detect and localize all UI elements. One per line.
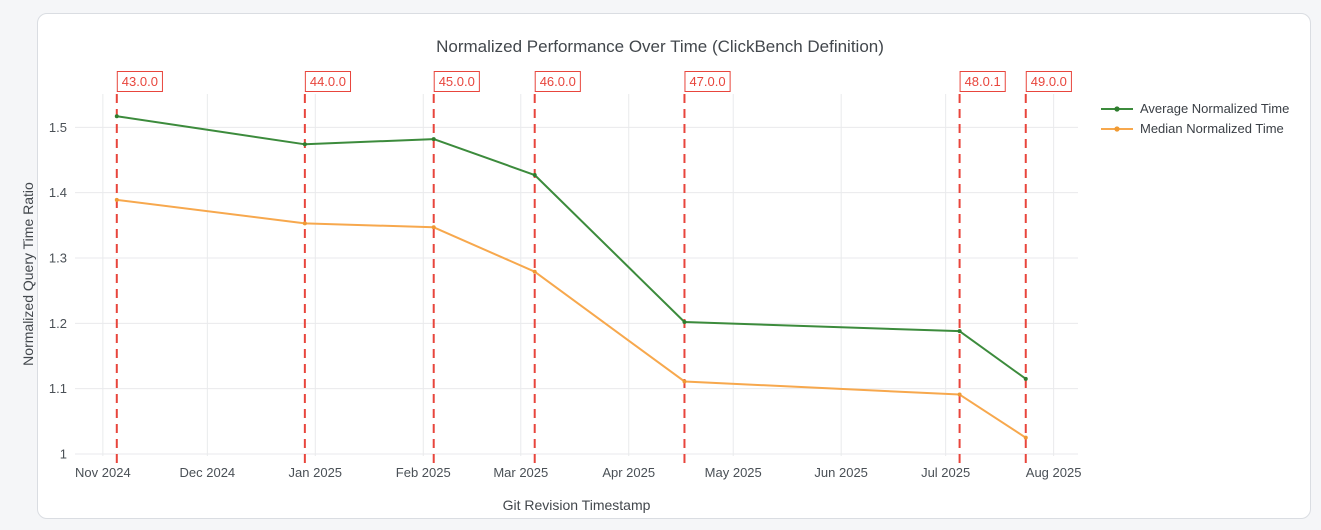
- median-line-swatch-icon: [1101, 125, 1133, 132]
- legend-label-median: Median Normalized Time: [1140, 121, 1284, 136]
- y-tick-label: 1.5: [49, 120, 67, 135]
- version-label-box: [433, 71, 480, 92]
- data-point-median: [431, 225, 436, 230]
- x-tick-label: Mar 2025: [493, 465, 548, 480]
- series-line-median: [115, 198, 1027, 439]
- data-point-median: [532, 269, 537, 274]
- data-point-average: [302, 142, 307, 147]
- version-label-box: [684, 71, 731, 92]
- version-label: 44.0.0: [310, 74, 346, 89]
- data-point-average: [114, 114, 119, 119]
- chart-card: [37, 13, 1311, 519]
- y-tick-label: 1.1: [49, 381, 67, 396]
- legend: Average Normalized Time Median Normalize…: [1100, 99, 1289, 138]
- data-point-median: [957, 392, 962, 397]
- version-label-box: [959, 71, 1006, 92]
- x-tick-label: Aug 2025: [1026, 465, 1082, 480]
- y-tick-label: 1.4: [49, 185, 67, 200]
- data-point-average: [1023, 376, 1028, 381]
- average-line-swatch-icon: [1101, 105, 1133, 112]
- x-tick-label: Jun 2025: [814, 465, 868, 480]
- legend-label-average: Average Normalized Time: [1140, 101, 1290, 116]
- chart-title: Normalized Performance Over Time (ClickB…: [436, 37, 884, 56]
- data-point-median: [302, 221, 307, 226]
- x-tick-label: Jan 2025: [289, 465, 343, 480]
- y-tick-label: 1: [60, 447, 67, 462]
- version-label-box: [116, 71, 163, 92]
- version-label: 43.0.0: [122, 74, 158, 89]
- series-line-average: [115, 115, 1027, 380]
- data-point-average: [431, 137, 436, 142]
- data-point-average: [682, 320, 687, 325]
- data-point-median: [682, 379, 687, 384]
- x-tick-label: Dec 2024: [180, 465, 236, 480]
- x-tick-label: Jul 2025: [921, 465, 970, 480]
- version-label: 47.0.0: [689, 74, 725, 89]
- x-tick-label: Feb 2025: [396, 465, 451, 480]
- version-label-box: [304, 71, 352, 92]
- version-label-box: [534, 71, 581, 92]
- legend-item-median[interactable]: Median Normalized Time: [1100, 119, 1289, 138]
- legend-item-average[interactable]: Average Normalized Time: [1100, 99, 1289, 118]
- version-label: 48.0.1: [965, 74, 1001, 89]
- x-tick-label: May 2025: [705, 465, 762, 480]
- y-tick-label: 1.3: [49, 250, 67, 265]
- data-point-median: [1023, 435, 1028, 440]
- data-point-median: [114, 197, 119, 202]
- version-label-box: [1025, 71, 1072, 92]
- x-tick-label: Nov 2024: [75, 465, 131, 480]
- x-tick-label: Apr 2025: [602, 465, 655, 480]
- version-label: 49.0.0: [1031, 74, 1067, 89]
- version-label: 46.0.0: [540, 74, 576, 89]
- y-axis-title: Normalized Query Time Ratio: [20, 182, 36, 366]
- data-point-average: [957, 329, 962, 334]
- data-point-average: [532, 173, 537, 178]
- version-label: 45.0.0: [439, 74, 475, 89]
- x-axis-title: Git Revision Timestamp: [502, 497, 651, 513]
- y-tick-label: 1.2: [49, 316, 67, 331]
